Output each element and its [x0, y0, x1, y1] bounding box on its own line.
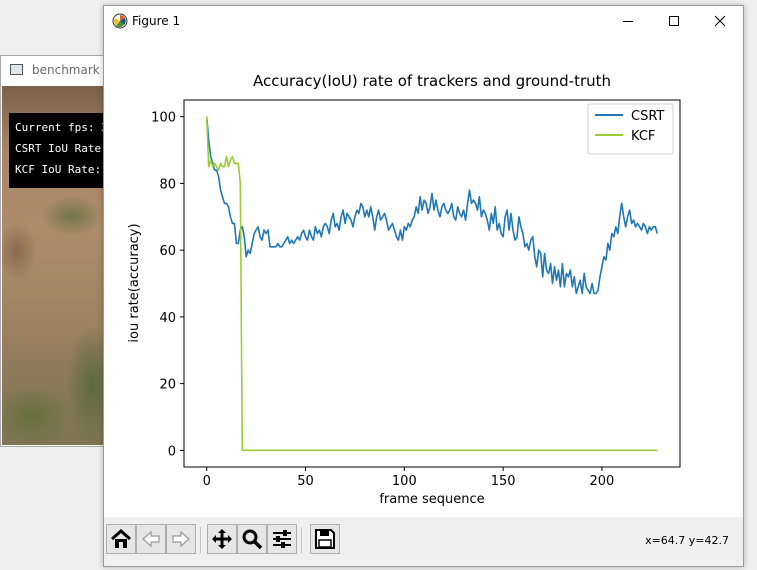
benchmark-window[interactable]: benchmark Current fps: 3 CSRT IoU Rate K… — [0, 55, 108, 447]
chart-title: Accuracy(IoU) rate of trackers and groun… — [253, 72, 611, 90]
configure-subplots-button[interactable] — [267, 524, 297, 554]
configure-subplots-icon — [273, 530, 291, 548]
close-button[interactable] — [697, 6, 743, 36]
overlay-line-fps: Current fps: 3 — [15, 121, 108, 134]
figure-titlebar[interactable]: Figure 1 — [104, 6, 743, 36]
benchmark-titlebar[interactable]: benchmark — [1, 56, 107, 86]
maximize-icon — [669, 16, 679, 26]
y-tick-label: 60 — [159, 244, 176, 259]
pan-button[interactable] — [207, 524, 237, 554]
overlay-line-csrt: CSRT IoU Rate — [15, 142, 102, 155]
back-button[interactable] — [136, 524, 166, 554]
overlay-text-box: Current fps: 3 CSRT IoU Rate KCF IoU Rat… — [9, 113, 108, 188]
x-tick-label: 0 — [203, 474, 211, 489]
navigation-toolbar: x=64.7 y=42.7 — [104, 517, 743, 566]
figure-window[interactable]: Figure 1 Accuracy(IoU) rate of trackers … — [103, 5, 744, 567]
legend-label-csrt: CSRT — [631, 109, 664, 124]
y-tick-label: 80 — [159, 177, 176, 192]
save-button[interactable] — [310, 524, 340, 554]
close-icon — [714, 15, 726, 27]
home-button[interactable] — [106, 524, 136, 554]
y-tick-label: 0 — [168, 444, 176, 459]
home-icon — [111, 528, 131, 548]
y-tick-label: 100 — [151, 111, 176, 126]
cursor-coordinates: x=64.7 y=42.7 — [645, 534, 729, 547]
y-tick-label: 20 — [159, 378, 176, 393]
matplotlib-logo-icon — [112, 13, 128, 29]
plot-axes-frame — [183, 99, 681, 468]
back-arrow-icon — [142, 530, 160, 548]
maximize-button[interactable] — [651, 6, 697, 36]
chart-legend: CSRT KCF — [587, 103, 674, 155]
y-tick-label: 40 — [159, 311, 176, 326]
save-icon — [315, 529, 335, 549]
x-tick-label: 50 — [297, 474, 314, 489]
figure-window-title: Figure 1 — [132, 14, 181, 28]
minimize-button[interactable] — [605, 6, 651, 36]
window-app-icon — [10, 64, 23, 75]
legend-box — [587, 103, 674, 155]
x-tick-label: 200 — [590, 474, 615, 489]
minimize-icon — [623, 21, 633, 22]
toolbar-separator — [200, 527, 201, 553]
series-line-kcf — [205, 116, 658, 452]
x-tick-label: 150 — [491, 474, 516, 489]
zoom-button[interactable] — [237, 524, 267, 554]
benchmark-window-title: benchmark — [32, 63, 100, 77]
y-axis-label: iou rate(accuracy) — [127, 223, 142, 342]
legend-label-kcf: KCF — [631, 129, 655, 144]
pan-icon — [212, 529, 232, 549]
line-chart: Accuracy(IoU) rate of trackers and groun… — [127, 72, 681, 507]
series-line-csrt — [205, 116, 659, 295]
x-tick-label: 100 — [392, 474, 417, 489]
overlay-line-kcf: KCF IoU Rate: — [15, 163, 102, 176]
forward-button[interactable] — [166, 524, 196, 554]
zoom-icon — [242, 529, 263, 550]
plot-canvas[interactable]: Accuracy(IoU) rate of trackers and groun… — [104, 36, 743, 517]
x-axis-label: frame sequence — [379, 492, 484, 507]
toolbar-separator — [301, 527, 302, 553]
forward-arrow-icon — [172, 530, 190, 548]
